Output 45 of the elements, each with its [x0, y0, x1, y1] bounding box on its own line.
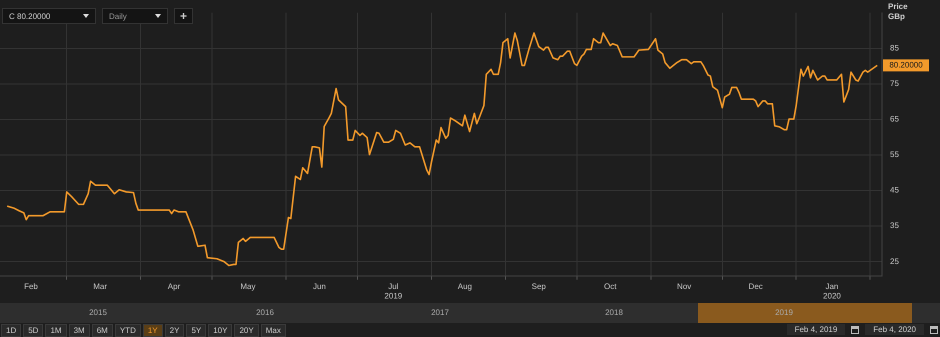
text: 1M	[45, 324, 67, 337]
text: 2017	[430, 308, 450, 317]
x-tick-label: Mar	[93, 282, 108, 291]
text: 2016	[255, 308, 275, 317]
y-tick-label: 35	[890, 221, 900, 230]
text: YTD	[114, 324, 141, 337]
y-axis-title: Price GBp	[888, 2, 908, 22]
y-tick-label: 65	[890, 114, 900, 124]
x-tick-label: Sep	[532, 282, 546, 291]
interval-selector: Daily	[102, 8, 168, 24]
text: 10Y	[208, 324, 232, 337]
x-tick-label: Nov	[677, 282, 692, 291]
add-button: +	[174, 8, 194, 24]
text: 20Y	[234, 324, 259, 337]
x-tick-label: May	[240, 282, 256, 291]
y-tick-label: 75	[890, 79, 900, 88]
x-tick-label: Jan 2020	[823, 282, 842, 300]
text: Max	[260, 324, 286, 337]
annotation: C 80.20000	[9, 12, 50, 20]
annotation: Daily	[109, 12, 127, 20]
x-tick-label: Feb	[24, 282, 38, 291]
text: 1D	[1, 324, 22, 337]
text: 2019	[774, 308, 794, 317]
y-tick-label: 55	[890, 150, 900, 160]
symbol-selector: C 80.20000	[2, 8, 96, 24]
text: 80.20000	[889, 60, 924, 70]
x-tick-label: Apr	[168, 282, 181, 291]
text: 2015	[88, 308, 108, 317]
text: Feb 4, 2020	[865, 324, 924, 335]
text: 5Y	[186, 324, 206, 337]
text: 6M	[92, 324, 113, 337]
text: 3M	[68, 324, 90, 337]
text: 2018	[604, 308, 624, 317]
y-tick-label: 45	[890, 186, 900, 195]
x-tick-label: Jul 2019	[384, 282, 403, 300]
x-tick-label: Aug	[458, 282, 472, 291]
x-tick-label: Jun	[312, 282, 326, 291]
text: Feb 4, 2019	[786, 324, 846, 335]
text: 5D	[23, 324, 44, 337]
text: 2Y	[164, 324, 184, 337]
x-tick-label: Oct	[604, 282, 618, 291]
y-tick-label: 25	[890, 256, 900, 266]
text: 1Y	[142, 324, 163, 337]
x-tick-label: Dec	[748, 282, 763, 291]
y-tick-label: 85	[890, 44, 900, 53]
